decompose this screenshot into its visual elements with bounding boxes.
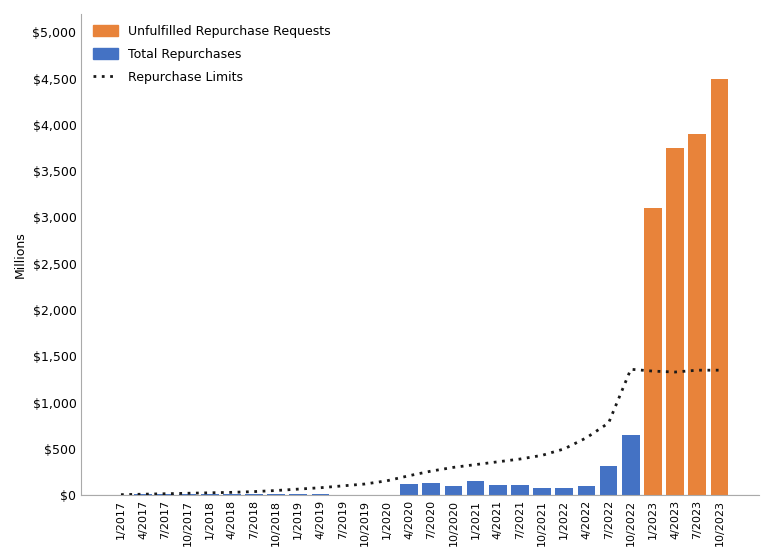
Bar [356,495,373,497]
Bar [312,494,329,495]
Bar [223,494,240,495]
Bar [267,494,285,495]
Repurchase Limits [471,461,480,468]
Repurchase Limits [271,487,281,494]
Bar [400,484,418,495]
Bar [289,494,307,495]
Bar [334,495,352,497]
Bar [467,481,485,495]
Bar [444,486,462,495]
Bar [644,367,662,495]
Legend: Unfulfilled Repurchase Requests, Total Repurchases, Repurchase Limits: Unfulfilled Repurchase Requests, Total R… [87,20,335,89]
Repurchase Limits [294,486,303,492]
Repurchase Limits [250,488,259,495]
Bar [422,483,440,495]
Bar [135,494,152,495]
Repurchase Limits [117,491,126,498]
Repurchase Limits [161,491,170,497]
Bar [689,134,707,495]
Bar [689,417,707,495]
Repurchase Limits [604,419,613,426]
Bar [710,78,728,495]
Bar [644,208,662,495]
Line: Repurchase Limits: Repurchase Limits [121,369,720,494]
Repurchase Limits [560,446,569,452]
Bar [489,485,506,495]
Repurchase Limits [227,489,237,496]
Bar [622,435,639,495]
Bar [511,485,529,495]
Bar [556,488,573,495]
Bar [245,494,263,495]
Repurchase Limits [205,489,214,496]
Repurchase Limits [670,368,679,375]
Repurchase Limits [138,491,148,497]
Bar [666,421,684,495]
Repurchase Limits [537,452,547,459]
Repurchase Limits [427,468,436,474]
Repurchase Limits [582,435,591,441]
Repurchase Limits [649,368,658,375]
Repurchase Limits [183,490,192,497]
Bar [577,486,595,495]
Repurchase Limits [493,459,502,465]
Repurchase Limits [338,483,347,489]
Repurchase Limits [404,472,414,479]
Bar [156,494,174,495]
Repurchase Limits [516,456,525,463]
Bar [710,433,728,495]
Repurchase Limits [383,478,392,484]
Bar [533,488,551,495]
Repurchase Limits [715,367,724,374]
Repurchase Limits [316,484,325,491]
Repurchase Limits [360,480,369,487]
Bar [666,148,684,495]
Y-axis label: Millions: Millions [14,231,27,278]
Bar [201,494,219,495]
Bar [179,494,196,495]
Repurchase Limits [693,367,702,374]
Repurchase Limits [449,464,458,471]
Bar [600,466,618,495]
Repurchase Limits [626,366,635,372]
